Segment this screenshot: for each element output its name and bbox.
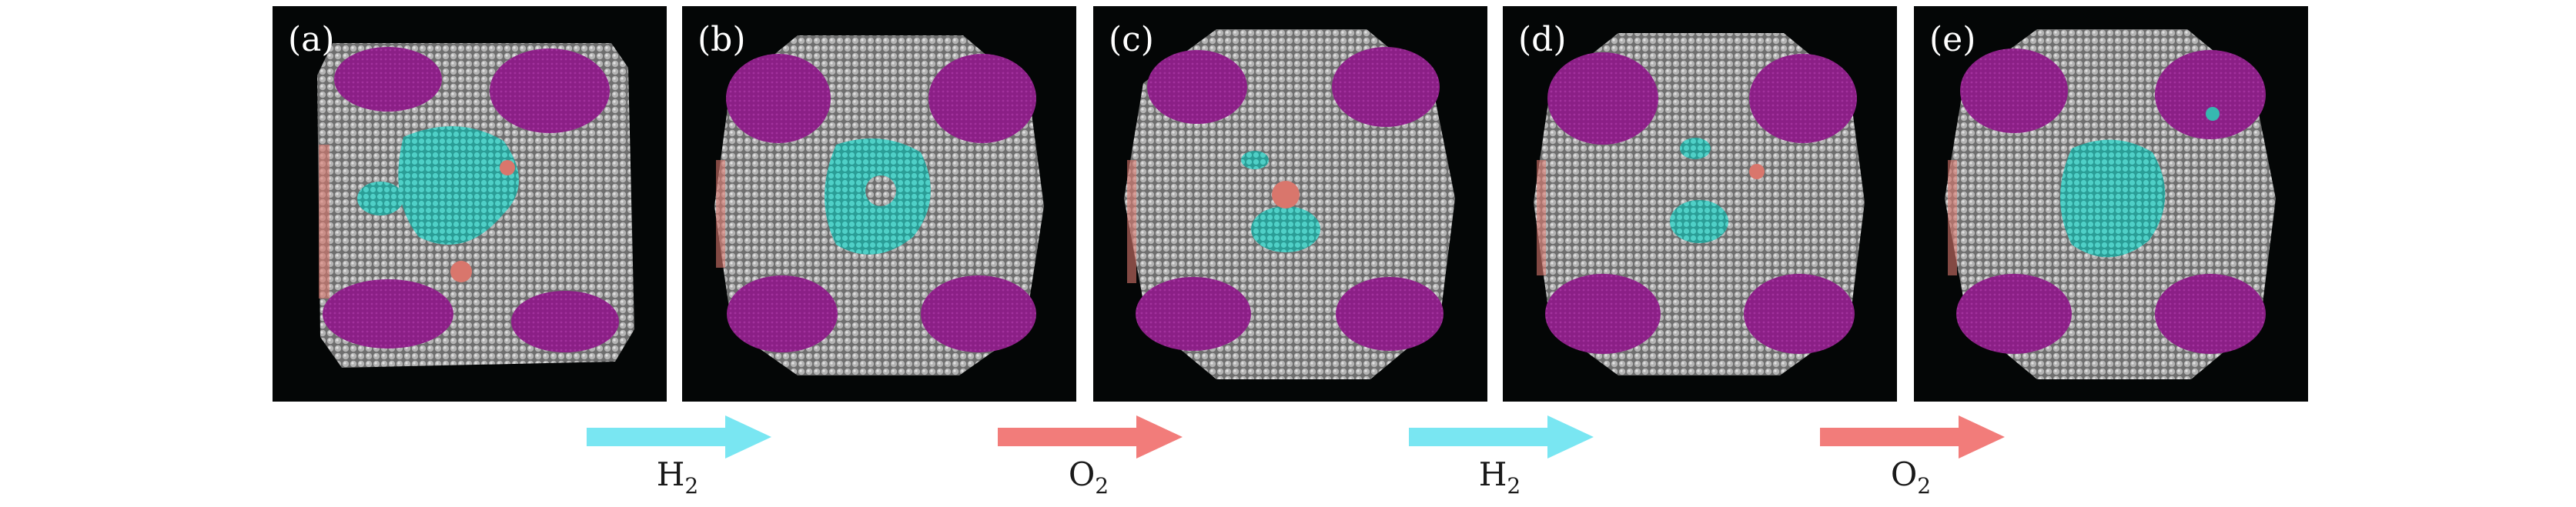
panel-label-a: (a) xyxy=(288,20,335,59)
arrow-h2-1 xyxy=(587,415,771,459)
panel-label-c: (c) xyxy=(1109,20,1154,59)
panel-label-d: (d) xyxy=(1518,20,1567,59)
gas-subscript-4: 2 xyxy=(1917,473,1932,499)
gas-symbol-4: O xyxy=(1890,455,1918,493)
gas-label-2: O2 xyxy=(1012,455,1166,499)
nanoparticle-image-d xyxy=(1534,33,1865,375)
gas-subscript-3: 2 xyxy=(1507,473,1521,499)
arrow-h2-2 xyxy=(1409,415,1594,459)
gas-label-3: H2 xyxy=(1423,455,1577,499)
gas-symbol-3: H xyxy=(1478,455,1507,493)
nanoparticle-image-a xyxy=(317,43,634,368)
panel-e: (e) xyxy=(1914,6,2308,402)
gas-symbol-1: H xyxy=(656,455,685,493)
gas-label-4: O2 xyxy=(1834,455,1988,499)
arrow-o2-1 xyxy=(998,415,1183,459)
nanoparticle-image-b xyxy=(714,35,1044,375)
gas-label-1: H2 xyxy=(601,455,754,499)
gas-subscript-1: 2 xyxy=(684,473,699,499)
nanoparticle-image-e xyxy=(1945,29,2276,379)
nanoparticle-image-c xyxy=(1124,29,1455,379)
gas-subscript-2: 2 xyxy=(1095,473,1109,499)
panel-c: (c) xyxy=(1093,6,1487,402)
panel-label-b: (b) xyxy=(698,20,746,59)
panel-a: (a) xyxy=(273,6,667,402)
panel-b: (b) xyxy=(682,6,1076,402)
gas-symbol-2: O xyxy=(1068,455,1096,493)
arrow-o2-2 xyxy=(1820,415,2005,459)
panel-label-e: (e) xyxy=(1929,20,1976,59)
panel-d: (d) xyxy=(1503,6,1897,402)
